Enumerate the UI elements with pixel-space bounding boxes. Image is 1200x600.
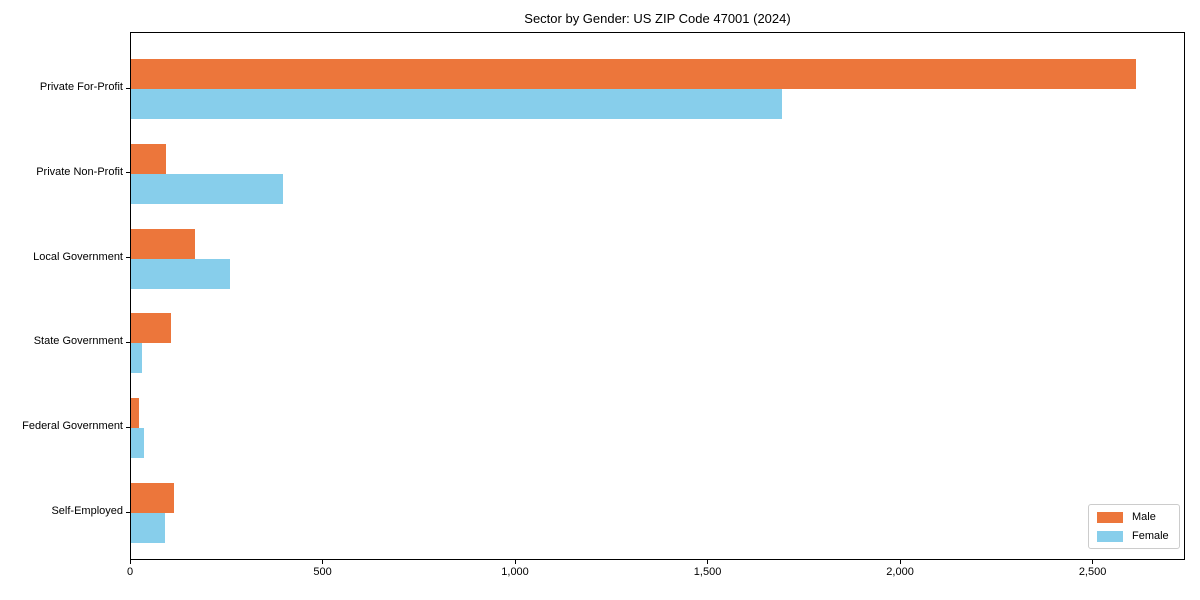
bar [131, 258, 230, 289]
x-axis-tick-label: 2,500 [1078, 566, 1107, 578]
x-axis-tick [899, 560, 901, 564]
bar [131, 89, 782, 119]
bar [131, 343, 142, 374]
y-axis-tick [126, 341, 130, 343]
legend-item: Male [1097, 511, 1169, 523]
x-axis-tick [1092, 560, 1094, 564]
x-axis-tick-label: 0 [126, 566, 134, 578]
bar [131, 513, 165, 543]
legend-item: Female [1097, 530, 1169, 542]
legend-label: Female [1132, 530, 1169, 542]
y-axis-category-label: State Government [33, 335, 123, 348]
x-axis-tick-label: 1,000 [501, 566, 529, 578]
y-axis-tick [126, 257, 130, 259]
y-axis-tick [126, 172, 130, 174]
bar [131, 483, 175, 513]
y-axis-category-label: Local Government [33, 250, 123, 263]
y-axis-category-label: Self-Employed [51, 505, 123, 517]
y-axis-tick [126, 426, 130, 428]
y-axis-tick [126, 511, 130, 513]
y-axis-category-label: Private For-Profit [39, 81, 123, 93]
x-axis-tick [129, 560, 131, 564]
bar [131, 59, 1136, 89]
x-axis-tick [514, 560, 516, 564]
legend-swatch-icon [1097, 530, 1123, 542]
x-axis-tick-label: 500 [313, 566, 332, 578]
y-axis-category-label: Private Non-Profit [36, 165, 123, 178]
x-axis-tick [707, 560, 709, 564]
y-axis-category-label: Federal Government [22, 420, 123, 433]
legend-swatch-icon [1097, 511, 1123, 523]
x-axis-tick-label: 2,000 [886, 566, 914, 578]
x-axis-tick-label: 1,500 [693, 566, 722, 578]
y-axis-tick [126, 87, 130, 89]
bar [131, 428, 144, 459]
plot-area [130, 32, 1185, 560]
bar [131, 143, 166, 174]
legend-label: Male [1132, 511, 1156, 523]
bar [131, 173, 284, 204]
bar [131, 228, 195, 259]
legend: Male Female [1088, 504, 1180, 549]
chart-title: Sector by Gender: US ZIP Code 47001 (202… [524, 11, 791, 26]
x-axis-tick [322, 560, 324, 564]
bar [131, 313, 172, 344]
bar [131, 398, 139, 429]
